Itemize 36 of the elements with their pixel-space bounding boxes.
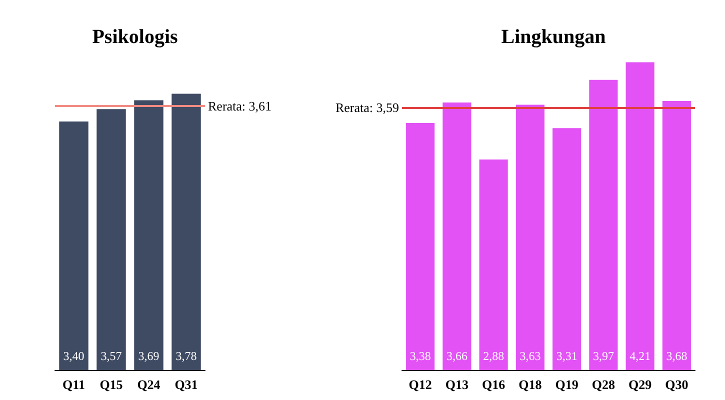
x-tick-label: Q16 [482, 377, 506, 392]
data-label: 3,38 [410, 349, 431, 363]
x-tick-label: Q18 [518, 377, 542, 392]
x-tick-label: Q12 [408, 377, 432, 392]
data-label: 3,40 [63, 349, 84, 363]
data-label: 3,57 [100, 349, 122, 363]
x-tick-label: Q13 [445, 377, 469, 392]
data-label: 3,78 [176, 349, 197, 363]
bar [626, 62, 654, 370]
bar [662, 101, 691, 370]
data-label: 3,68 [666, 349, 688, 363]
data-label: 3,31 [556, 349, 578, 363]
bar [479, 160, 508, 370]
x-tick-label: Q30 [665, 377, 688, 392]
bar [552, 128, 582, 370]
data-label: 4,21 [630, 349, 651, 363]
data-label: 3,66 [446, 349, 468, 363]
bar [589, 80, 618, 370]
chart-title: Psikologis [92, 26, 178, 48]
x-tick-label: Q15 [100, 377, 124, 392]
data-label: 3,97 [592, 349, 614, 363]
x-tick-label: Q24 [137, 377, 161, 392]
x-tick-label: Q19 [555, 377, 579, 392]
x-tick-label: Q31 [174, 377, 198, 392]
data-label: 3,63 [520, 349, 541, 363]
bar [442, 102, 472, 370]
bar [516, 104, 544, 370]
chart-title: Lingkungan [501, 26, 606, 48]
ref-line-label: Rerata: 3,61 [208, 98, 272, 114]
x-tick-label: Q29 [628, 377, 652, 392]
x-tick-label: Q11 [62, 377, 85, 392]
bar [406, 122, 435, 370]
data-label: 3,69 [138, 349, 160, 363]
ref-line-label: Rerata: 3,59 [335, 100, 399, 116]
data-label: 2,88 [483, 349, 504, 363]
x-tick-label: Q28 [592, 377, 616, 392]
